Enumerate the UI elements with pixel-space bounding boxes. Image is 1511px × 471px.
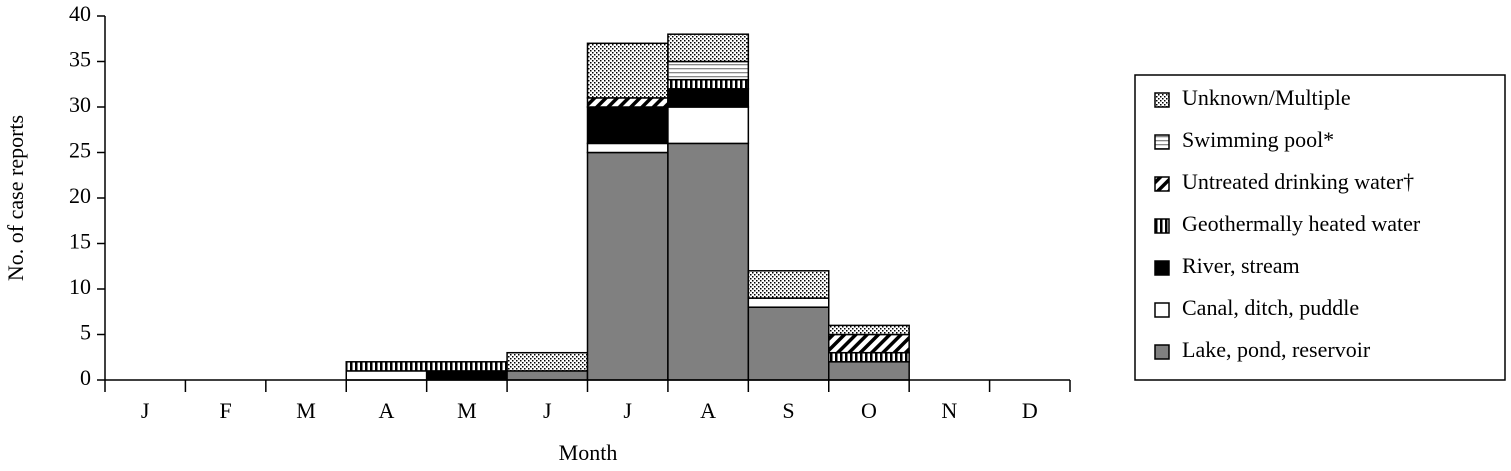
- bar-segment: [345, 361, 428, 372]
- bar-segment: [667, 33, 750, 63]
- bar-segment: [667, 60, 750, 81]
- x-tick-label: F: [220, 398, 232, 423]
- x-tick-label: A: [379, 398, 395, 423]
- x-tick-label: N: [941, 398, 957, 423]
- legend-label: Unknown/Multiple: [1182, 85, 1351, 110]
- bar-segment: [586, 151, 669, 381]
- y-tick-label: 10: [69, 274, 91, 299]
- bar-segment: [586, 97, 669, 108]
- bar-segment: [747, 306, 830, 381]
- x-axis-label: Month: [559, 440, 618, 465]
- legend-swatch: [1154, 92, 1170, 108]
- bar-segment: [747, 270, 830, 299]
- legend-box: [1134, 74, 1506, 381]
- legend-swatch: [1154, 302, 1170, 318]
- y-tick-label: 20: [69, 183, 91, 208]
- x-tick-label: S: [782, 398, 794, 423]
- bar-segment: [828, 351, 910, 363]
- y-axis-label: No. of case reports: [3, 115, 28, 281]
- bar-segment: [828, 361, 910, 381]
- bar-segment: [828, 324, 910, 336]
- bar-segment: [506, 370, 589, 381]
- legend-label: Untreated drinking water†: [1182, 169, 1414, 194]
- legend-swatch: [1154, 344, 1170, 360]
- bar-segment: [425, 370, 508, 381]
- y-tick-label: 0: [80, 365, 91, 390]
- y-tick-label: 40: [69, 1, 91, 26]
- y-tick-label: 15: [69, 229, 91, 254]
- legend-swatch: [1154, 218, 1170, 234]
- x-tick-label: D: [1022, 398, 1038, 423]
- legend-label: River, stream: [1182, 253, 1300, 278]
- x-tick-label: J: [141, 398, 150, 423]
- x-tick-label: J: [623, 398, 632, 423]
- legend-label: Canal, ditch, puddle: [1182, 295, 1359, 320]
- legend-label: Geothermally heated water: [1182, 211, 1421, 236]
- bar-segment: [667, 106, 750, 145]
- legend-label: Lake, pond, reservoir: [1182, 337, 1371, 362]
- legend-swatch: [1154, 260, 1170, 276]
- y-tick-label: 5: [80, 320, 91, 345]
- bar-segment: [425, 361, 508, 372]
- bar-segment: [586, 106, 669, 145]
- x-tick-label: M: [457, 398, 477, 423]
- legend-label: Swimming pool*: [1182, 127, 1334, 152]
- bar-segment: [506, 351, 589, 372]
- y-tick-label: 25: [69, 138, 91, 163]
- bar-segment: [747, 297, 830, 308]
- bar-segment: [586, 42, 669, 99]
- legend-swatch: [1154, 176, 1170, 192]
- bar-segment: [828, 333, 910, 354]
- legend-swatch: [1154, 134, 1170, 150]
- x-tick-label: J: [543, 398, 552, 423]
- x-tick-label: O: [861, 398, 877, 423]
- x-tick-label: M: [296, 398, 316, 423]
- y-tick-label: 35: [69, 47, 91, 72]
- x-tick-label: A: [700, 398, 716, 423]
- y-tick-label: 30: [69, 92, 91, 117]
- bar-segment: [586, 142, 669, 154]
- bar-segment: [667, 88, 750, 108]
- bar-segment: [667, 78, 750, 90]
- bar-segment: [345, 370, 428, 381]
- bar-segment: [667, 142, 750, 381]
